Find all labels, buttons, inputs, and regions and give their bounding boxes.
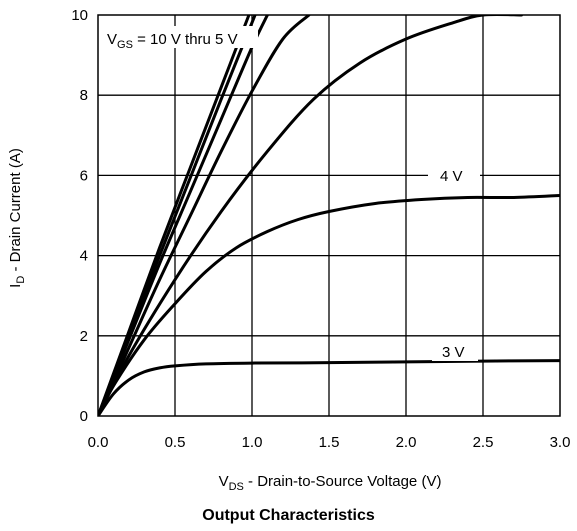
y-tick-labels: 0 2 4 6 8 10 <box>71 7 88 425</box>
x-tick-label: 3.0 <box>550 434 571 451</box>
grid <box>98 15 560 416</box>
y-tick-label: 8 <box>80 87 88 104</box>
plot-frame <box>97 14 561 417</box>
y-tick-label: 10 <box>71 7 88 24</box>
y-tick-label: 2 <box>80 328 88 345</box>
x-axis-label: VDS - Drain-to-Source Voltage (V) <box>219 473 442 493</box>
series-line-6 <box>98 359 560 416</box>
y-axis-label: ID - Drain Current (A) <box>7 148 27 288</box>
x-tick-label: 1.0 <box>242 434 263 451</box>
series-line-3 <box>98 15 311 416</box>
series-group <box>98 15 560 416</box>
annotation-4v-backdrop <box>428 166 480 186</box>
series-line-2 <box>98 15 269 416</box>
y-tick-label: 0 <box>80 408 88 425</box>
annotation-vgs-backdrop <box>101 26 258 48</box>
x-tick-label: 0.0 <box>88 434 109 451</box>
y-tick-label: 4 <box>80 248 88 265</box>
x-tick-label: 0.5 <box>165 434 186 451</box>
x-tick-label: 2.5 <box>473 434 494 451</box>
annotation-3v: 3 V <box>442 344 465 361</box>
annotation-vgs: VGS = 10 V thru 5 V <box>107 31 238 51</box>
annotation-3v-backdrop <box>432 342 478 361</box>
x-tick-labels: 0.0 0.5 1.0 1.5 2.0 2.5 3.0 <box>88 434 571 451</box>
series-line-4 <box>98 15 523 416</box>
series-line-5 <box>98 193 560 416</box>
chart-caption: Output Characteristics <box>202 507 375 524</box>
annotation-4v: 4 V <box>440 168 463 185</box>
x-tick-label: 2.0 <box>396 434 417 451</box>
y-tick-label: 6 <box>80 167 88 184</box>
x-tick-label: 1.5 <box>319 434 340 451</box>
